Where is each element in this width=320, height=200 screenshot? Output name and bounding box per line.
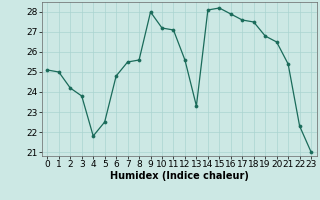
X-axis label: Humidex (Indice chaleur): Humidex (Indice chaleur) [110,171,249,181]
